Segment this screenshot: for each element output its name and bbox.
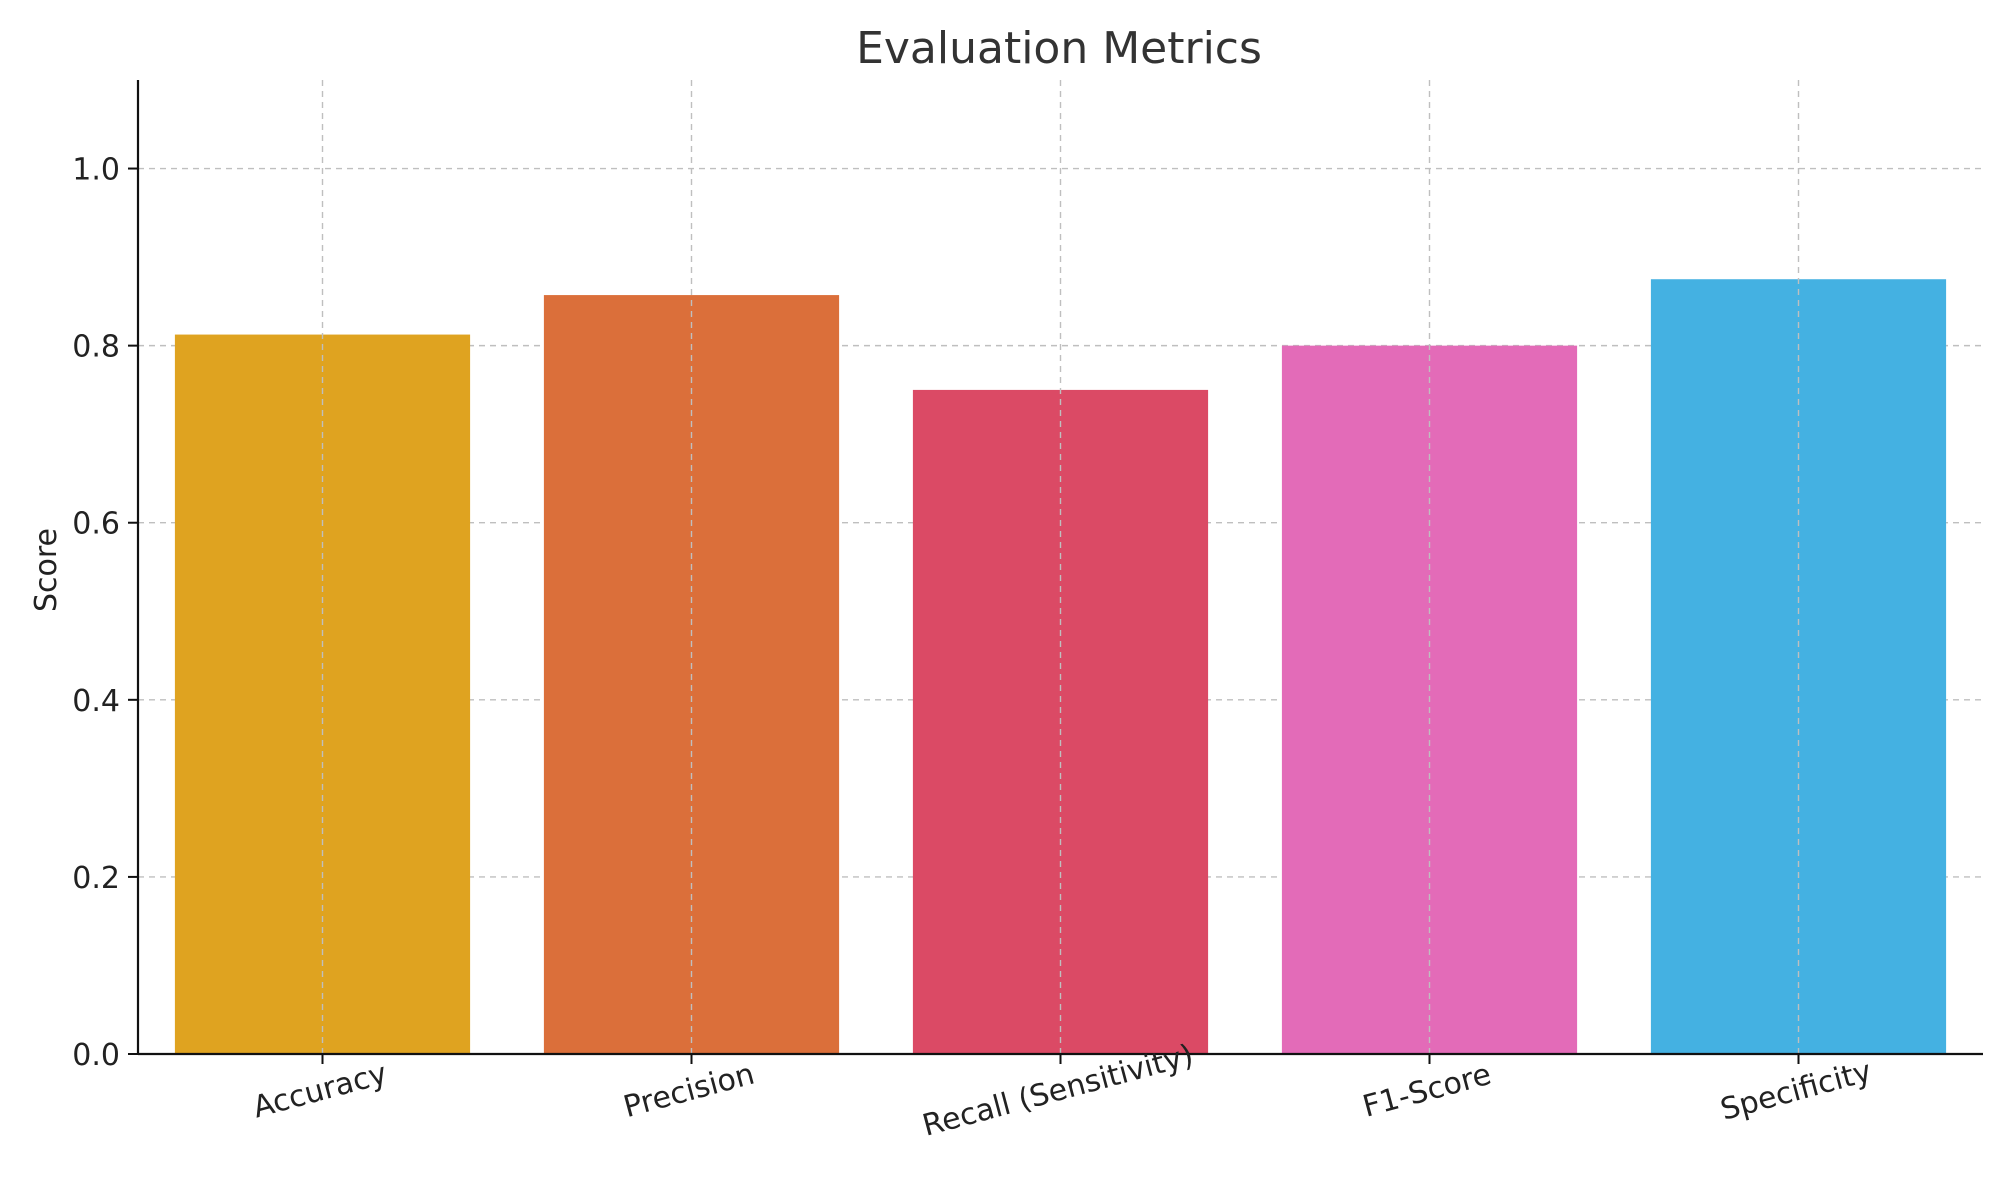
chart-title: Evaluation Metrics [856, 23, 1262, 74]
x-tick-label: Accuracy [249, 1056, 390, 1125]
y-tick-label: 0.8 [72, 330, 120, 365]
axes-layer [128, 80, 1983, 1064]
vertical-grid-layer [321, 80, 1800, 1054]
y-tick-label: 1.0 [72, 153, 120, 188]
y-tick-label: 0.6 [72, 507, 120, 542]
x-tick-label: Precision [620, 1057, 758, 1125]
y-tick-label: 0.0 [72, 1038, 120, 1073]
y-axis-label: Score [29, 528, 64, 612]
y-tick-label: 0.4 [72, 684, 120, 719]
y-tick-labels: 0.0 0.2 0.4 0.6 0.8 1.0 [72, 153, 120, 1073]
y-tick-label: 0.2 [72, 861, 120, 896]
x-tick-label: Specificity [1717, 1054, 1875, 1128]
x-tick-label: F1-Score [1359, 1057, 1495, 1125]
bar [174, 334, 471, 1054]
